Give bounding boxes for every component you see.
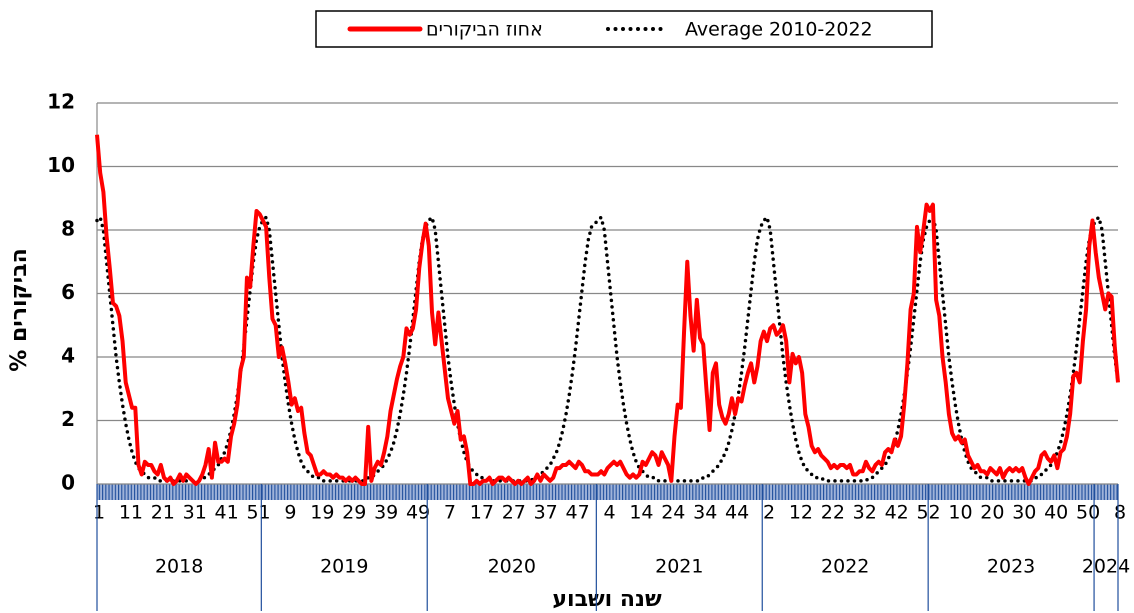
y-tick-label: 0 (61, 471, 75, 495)
x-tick-label: 11 (119, 502, 143, 524)
x-tick-label: 32 (853, 502, 877, 524)
x-tick-label: 7 (444, 502, 456, 524)
year-label: 2023 (987, 556, 1035, 578)
x-tick-label: 40 (1044, 502, 1068, 524)
x-tick-label: 42 (885, 502, 909, 524)
x-tick-label: 37 (534, 502, 558, 524)
y-tick-label: 10 (47, 153, 75, 177)
x-tick-label: 20 (980, 502, 1004, 524)
x-tick-label: 21 (151, 502, 175, 524)
x-tick-label: 29 (342, 502, 366, 524)
x-tick-label: 19 (310, 502, 334, 524)
x-tick-label: 4 (603, 502, 615, 524)
x-tick-label: 27 (502, 502, 526, 524)
year-label: 2018 (155, 556, 203, 578)
year-label: 2019 (320, 556, 368, 578)
x-tick-label: 8 (1114, 502, 1126, 524)
year-label: 2021 (655, 556, 703, 578)
year-label: 2024 (1082, 556, 1130, 578)
y-tick-label: 6 (61, 280, 75, 304)
x-tick-label: 14 (629, 502, 653, 524)
x-tick-label: 50 (1076, 502, 1100, 524)
x-tick-label: 1 (93, 502, 105, 524)
year-label: 2020 (488, 556, 536, 578)
x-tick-label: 31 (183, 502, 207, 524)
y-axis-title: % הביקורים (7, 248, 32, 372)
x-tick-label: 41 (215, 502, 239, 524)
x-tick-label: 24 (661, 502, 685, 524)
x-tick-label: 10 (948, 502, 972, 524)
legend-label: Average 2010-2022 (685, 19, 873, 41)
x-tick-label: 12 (789, 502, 813, 524)
x-tick-label: 34 (693, 502, 717, 524)
x-tick-label: 47 (566, 502, 590, 524)
data-line (95, 215, 1120, 483)
x-tick-label: 30 (1012, 502, 1036, 524)
x-tick-label: 39 (374, 502, 398, 524)
y-tick-label: 4 (61, 344, 75, 368)
year-label: 2022 (821, 556, 869, 578)
x-tick-label: 51 (246, 502, 270, 524)
y-tick-label: 8 (61, 217, 75, 241)
week-axis-band (97, 484, 1118, 500)
y-tick-label: 2 (61, 407, 75, 431)
data-line (95, 134, 1120, 486)
x-axis-title: שנה ושבוע (552, 587, 662, 612)
x-tick-label: 44 (725, 502, 749, 524)
x-tick-label: 9 (284, 502, 296, 524)
x-tick-label: 2 (763, 502, 775, 524)
y-tick-label: 12 (47, 90, 75, 114)
legend-label: אחוז הביקורים (426, 19, 543, 41)
x-tick-label: 49 (406, 502, 430, 524)
x-tick-label: 22 (821, 502, 845, 524)
x-tick-label: 17 (470, 502, 494, 524)
